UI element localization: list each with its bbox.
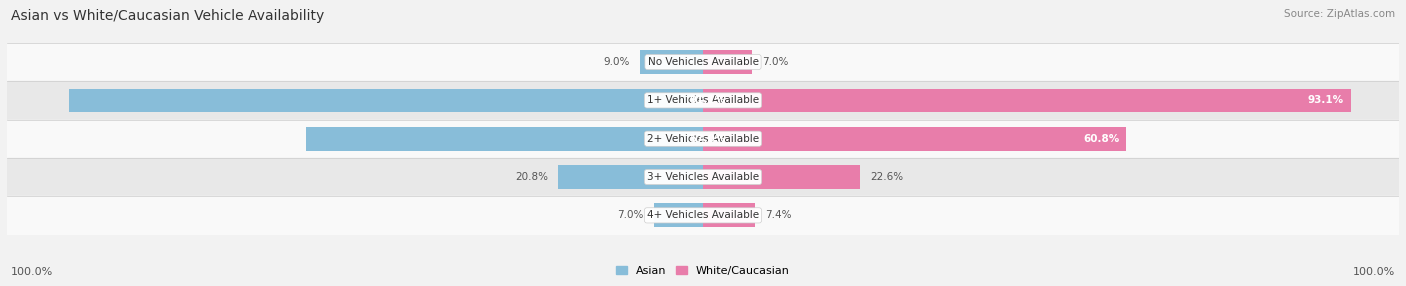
Text: 7.4%: 7.4% (765, 210, 792, 220)
Bar (703, 50, 752, 74)
Bar (7, 196, 1399, 235)
Text: 7.0%: 7.0% (617, 210, 644, 220)
Bar (703, 127, 1126, 151)
Bar (558, 165, 703, 189)
Text: 2+ Vehicles Available: 2+ Vehicles Available (647, 134, 759, 144)
Text: 100.0%: 100.0% (1353, 267, 1395, 277)
Text: 91.1%: 91.1% (689, 96, 725, 105)
Text: Source: ZipAtlas.com: Source: ZipAtlas.com (1284, 9, 1395, 19)
Text: 4+ Vehicles Available: 4+ Vehicles Available (647, 210, 759, 220)
Text: 93.1%: 93.1% (1308, 96, 1344, 105)
Bar (7, 158, 1399, 196)
Text: 60.8%: 60.8% (1083, 134, 1119, 144)
Bar (7, 43, 1399, 81)
Text: No Vehicles Available: No Vehicles Available (648, 57, 758, 67)
Bar (654, 203, 703, 227)
Text: 100.0%: 100.0% (11, 267, 53, 277)
Bar (307, 127, 703, 151)
Legend: Asian, White/Caucasian: Asian, White/Caucasian (612, 261, 794, 281)
Text: 7.0%: 7.0% (762, 57, 789, 67)
Text: 57.0%: 57.0% (689, 134, 725, 144)
Bar (703, 165, 860, 189)
Text: 1+ Vehicles Available: 1+ Vehicles Available (647, 96, 759, 105)
Bar (7, 120, 1399, 158)
Text: 22.6%: 22.6% (870, 172, 904, 182)
Text: 20.8%: 20.8% (515, 172, 548, 182)
Text: Asian vs White/Caucasian Vehicle Availability: Asian vs White/Caucasian Vehicle Availab… (11, 9, 325, 23)
Bar (7, 81, 1399, 120)
Bar (69, 88, 703, 112)
Text: 9.0%: 9.0% (603, 57, 630, 67)
Bar (640, 50, 703, 74)
Text: 3+ Vehicles Available: 3+ Vehicles Available (647, 172, 759, 182)
Bar (703, 88, 1351, 112)
Bar (703, 203, 755, 227)
